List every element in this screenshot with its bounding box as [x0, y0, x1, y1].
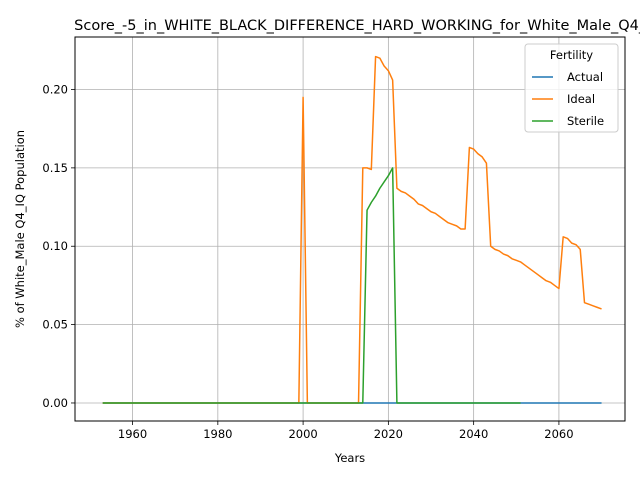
legend-title: Fertility: [550, 48, 593, 62]
y-tick-label: 0.00: [42, 396, 68, 410]
series-line-ideal: [102, 55, 602, 404]
x-tick-label: 1960: [118, 427, 147, 441]
legend-box: [524, 43, 619, 133]
x-axis-label: Years: [334, 451, 365, 465]
x-tick-label: 2060: [544, 427, 573, 441]
series-layer: [102, 55, 602, 404]
x-tick-label: 2040: [459, 427, 488, 441]
y-tick-label: 0.05: [42, 318, 68, 332]
legend: Fertility Actual Ideal Sterile: [524, 43, 619, 133]
legend-items: Actual Ideal Sterile: [532, 70, 604, 128]
legend-label-ideal: Ideal: [567, 92, 595, 106]
legend-label-sterile: Sterile: [567, 114, 604, 128]
chart-title: Score_-5_in_WHITE_BLACK_DIFFERENCE_HARD_…: [74, 18, 640, 34]
y-tick-label: 0.15: [42, 161, 68, 175]
legend-label-actual: Actual: [567, 70, 603, 84]
x-tick-label: 2020: [374, 427, 403, 441]
y-axis-label: % of White_Male Q4_IQ Population: [13, 130, 27, 328]
series-line-sterile: [102, 167, 521, 404]
x-tick-label: 1980: [203, 427, 232, 441]
y-tick-label: 0.10: [42, 239, 68, 253]
y-tick-label: 0.20: [42, 83, 68, 97]
x-tick-label: 2000: [288, 427, 317, 441]
tick-layer: 1960 1980 2000 2020 2040 2060 0.00 0.05 0.10 0.15…: [42, 83, 573, 441]
plot-frame: [74, 36, 626, 422]
